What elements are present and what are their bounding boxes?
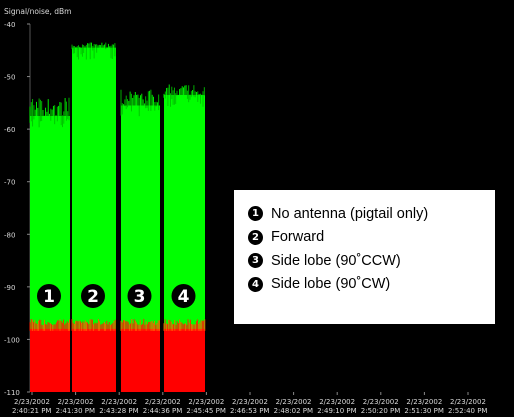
- y-tick-label: -90: [4, 284, 15, 292]
- legend-marker: 4: [248, 276, 263, 292]
- y-tick-label: -60: [4, 126, 15, 134]
- x-tick-time: 2:51:30 PM: [404, 407, 443, 415]
- legend-label: Side lobe (90˚CW): [271, 276, 391, 293]
- y-axis-label: Signal/noise, dBm: [4, 7, 72, 16]
- x-tick-time: 2:41:30 PM: [56, 407, 95, 415]
- noise-bar: [121, 328, 160, 392]
- group-marker-number: 2: [87, 287, 99, 307]
- legend: 1 No antenna (pigtail only) 2 Forward 3 …: [234, 190, 495, 324]
- legend-label: No antenna (pigtail only): [271, 205, 429, 222]
- x-tick-date: 2/23/2002: [450, 398, 486, 406]
- x-tick-date: 2/23/2002: [145, 398, 181, 406]
- x-tick-time: 2:52:40 PM: [448, 407, 487, 415]
- legend-item: 3 Side lobe (90˚CCW): [248, 249, 485, 273]
- x-tick-time: 2:45:45 PM: [186, 407, 225, 415]
- noise-bar: [30, 328, 70, 392]
- group-marker-number: 1: [43, 287, 55, 307]
- x-tick-time: 2:48:02 PM: [274, 407, 313, 415]
- group-marker-number: 3: [134, 287, 146, 307]
- legend-label: Forward: [271, 229, 325, 246]
- y-tick-label: -40: [4, 21, 15, 29]
- y-tick-label: -100: [4, 336, 20, 344]
- group-marker: [171, 284, 196, 308]
- legend-item: 4 Side lobe (90˚CW): [248, 273, 485, 297]
- x-tick-date: 2/23/2002: [406, 398, 442, 406]
- x-tick-time: 2:40:21 PM: [12, 407, 51, 415]
- noise-bar: [72, 328, 116, 392]
- x-tick-time: 2:46:53 PM: [230, 407, 269, 415]
- legend-marker: 2: [248, 229, 263, 245]
- x-tick-time: 2:50:20 PM: [361, 407, 400, 415]
- x-tick-date: 2/23/2002: [58, 398, 94, 406]
- x-tick-date: 2/23/2002: [101, 398, 137, 406]
- y-tick-label: -80: [4, 231, 15, 239]
- x-tick-date: 2/23/2002: [232, 398, 268, 406]
- legend-marker: 1: [248, 206, 263, 222]
- x-tick-date: 2/23/2002: [14, 398, 50, 406]
- group-marker: [37, 284, 61, 308]
- group-marker-number: 4: [178, 287, 190, 307]
- noise-bar: [164, 328, 205, 392]
- legend-marker: 3: [248, 253, 263, 269]
- legend-item: 2 Forward: [248, 226, 485, 250]
- x-tick-time: 2:43:28 PM: [99, 407, 138, 415]
- x-tick-date: 2/23/2002: [319, 398, 355, 406]
- legend-item: 1 No antenna (pigtail only): [248, 202, 485, 226]
- y-tick-label: -70: [4, 179, 15, 187]
- x-tick-date: 2/23/2002: [188, 398, 224, 406]
- x-tick-time: 2:44:36 PM: [143, 407, 182, 415]
- group-marker: [81, 284, 105, 308]
- legend-label: Side lobe (90˚CCW): [271, 252, 401, 269]
- x-tick-time: 2:49:10 PM: [317, 407, 356, 415]
- group-marker: [127, 284, 152, 308]
- y-tick-label: -110: [4, 389, 20, 397]
- x-tick-date: 2/23/2002: [363, 398, 399, 406]
- x-tick-date: 2/23/2002: [276, 398, 312, 406]
- y-tick-label: -50: [4, 74, 15, 82]
